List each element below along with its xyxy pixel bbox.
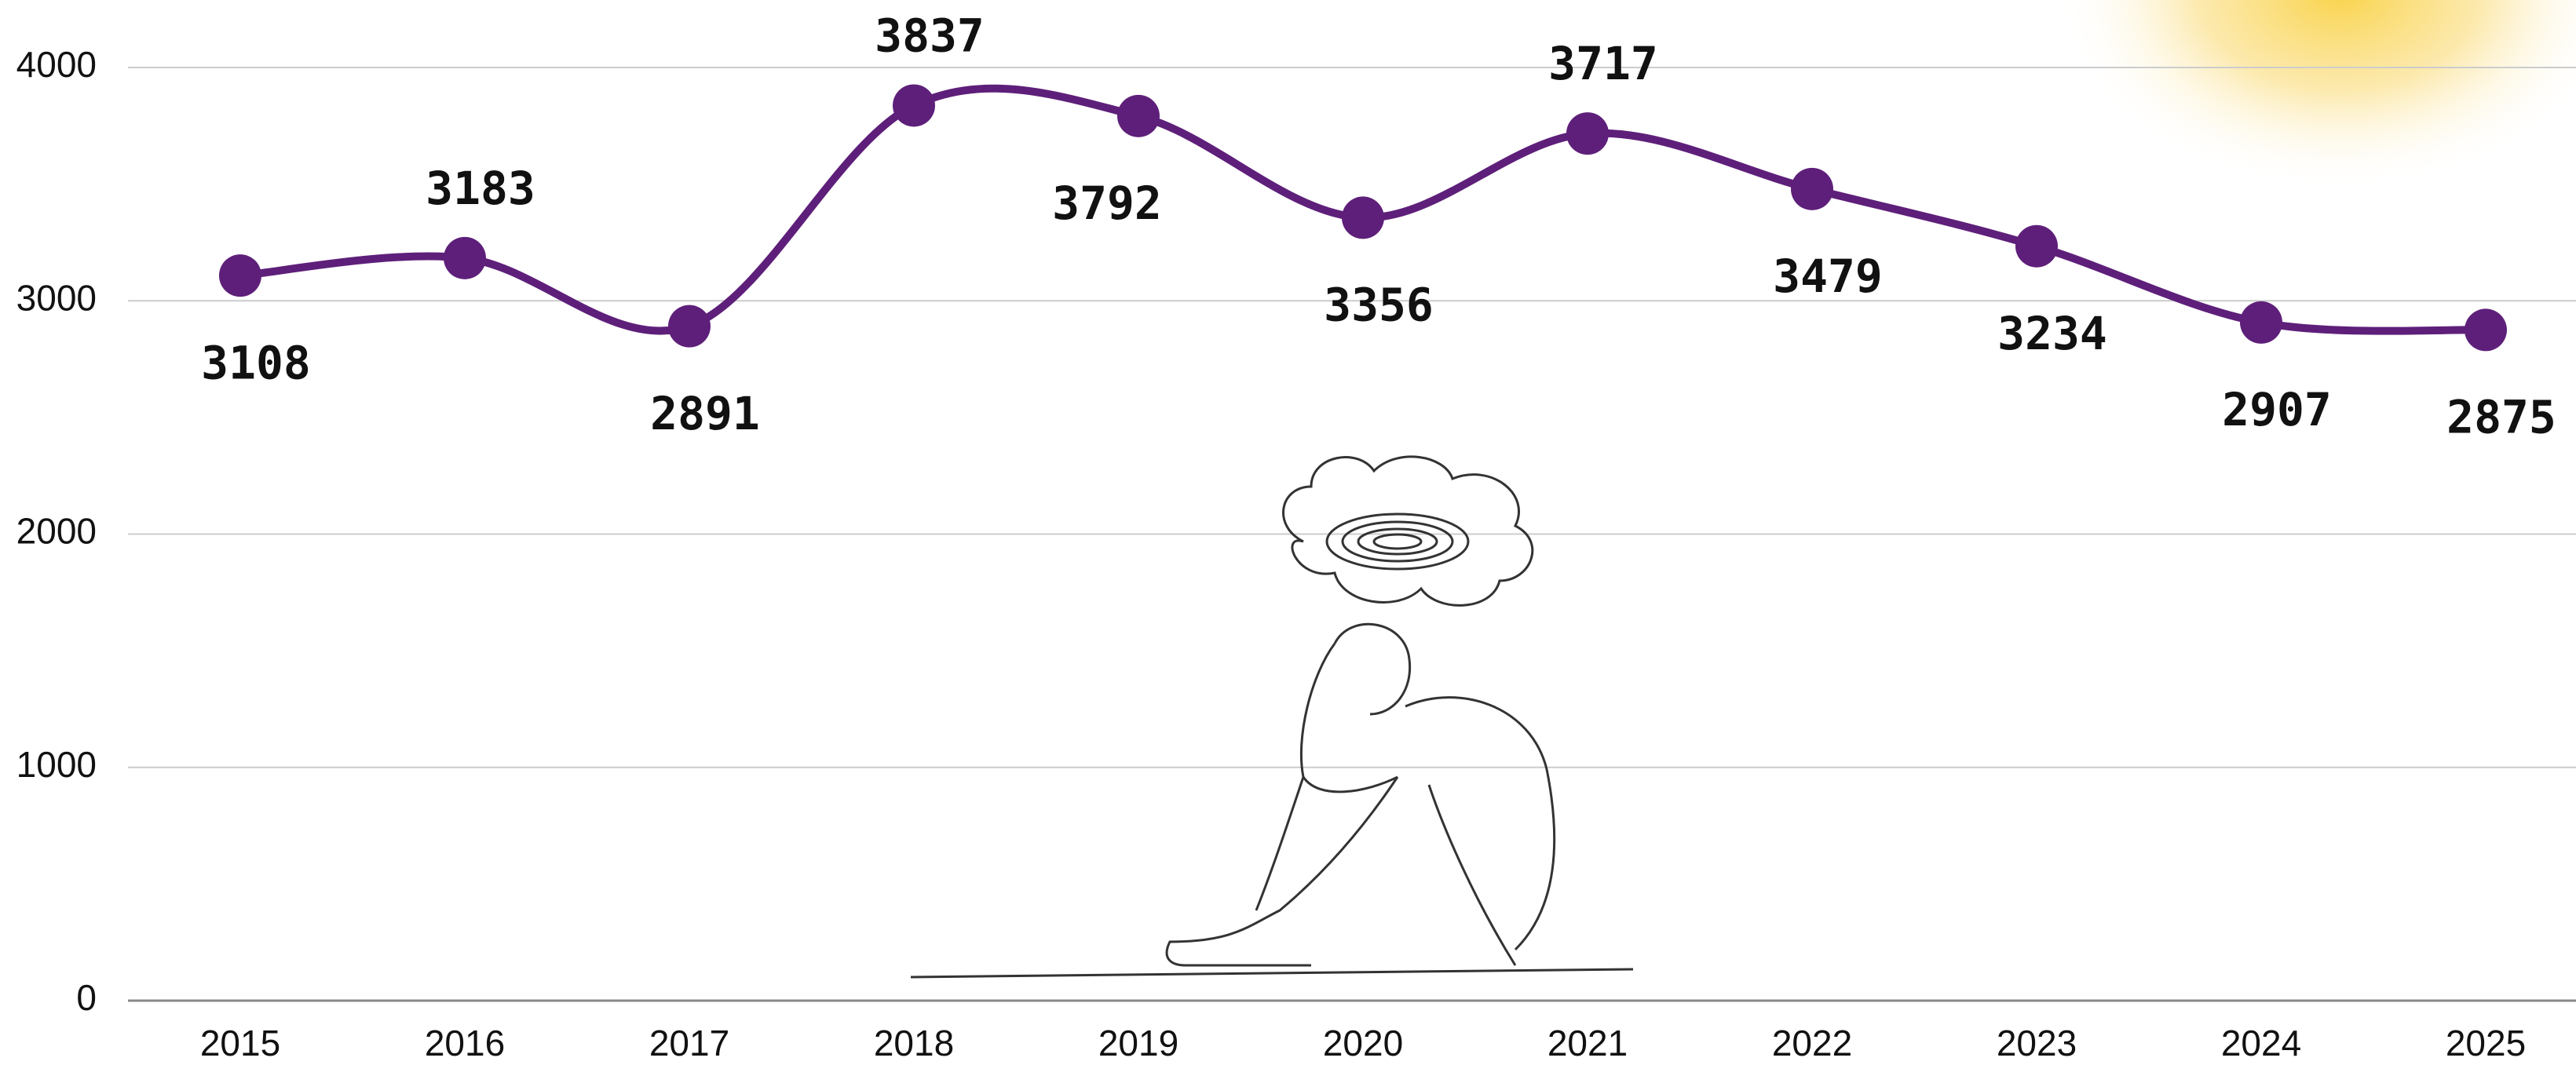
x-tick-label: 2018 <box>874 1023 954 1063</box>
x-tick-label: 2020 <box>1323 1023 1403 1063</box>
marker <box>893 84 935 127</box>
marker <box>2015 224 2058 268</box>
data-label: 3717 <box>1548 37 1658 90</box>
x-tick-label: 2024 <box>2221 1023 2301 1063</box>
x-tick-label: 2023 <box>1997 1023 2077 1063</box>
data-label: 3183 <box>426 162 535 215</box>
data-label: 3108 <box>201 336 311 389</box>
data-label: 3792 <box>1052 177 1162 230</box>
marker <box>1791 167 1833 210</box>
data-label: 3837 <box>875 9 985 63</box>
x-tick-label: 2017 <box>649 1023 729 1063</box>
illustration <box>910 455 1634 979</box>
x-tick-label: 2025 <box>2446 1023 2526 1063</box>
x-tick-label: 2019 <box>1098 1023 1178 1063</box>
marker <box>668 305 711 348</box>
y-tick-label: 1000 <box>16 744 97 785</box>
y-tick-label: 0 <box>76 977 97 1018</box>
marker <box>2240 301 2282 344</box>
marker <box>444 236 486 279</box>
x-tick-label: 2022 <box>1772 1023 1852 1063</box>
data-label: 2891 <box>650 387 760 440</box>
y-tick-label: 3000 <box>16 277 97 318</box>
data-label: 2875 <box>2446 391 2556 444</box>
marker <box>1342 196 1384 239</box>
marker <box>2465 308 2507 352</box>
data-label: 3479 <box>1773 250 1883 303</box>
y-tick-label: 4000 <box>16 44 97 85</box>
x-tick-label: 2016 <box>425 1023 505 1063</box>
y-tick-label: 2000 <box>16 511 97 552</box>
x-tick-label: 2021 <box>1547 1023 1628 1063</box>
marker <box>219 254 261 297</box>
data-label: 2907 <box>2222 383 2332 436</box>
marker <box>1117 94 1160 137</box>
x-tick-label: 2015 <box>200 1023 280 1063</box>
data-label: 3234 <box>1997 307 2107 360</box>
sun-glow <box>2057 0 2576 188</box>
marker <box>1566 112 1609 155</box>
data-label: 3356 <box>1324 279 1434 332</box>
